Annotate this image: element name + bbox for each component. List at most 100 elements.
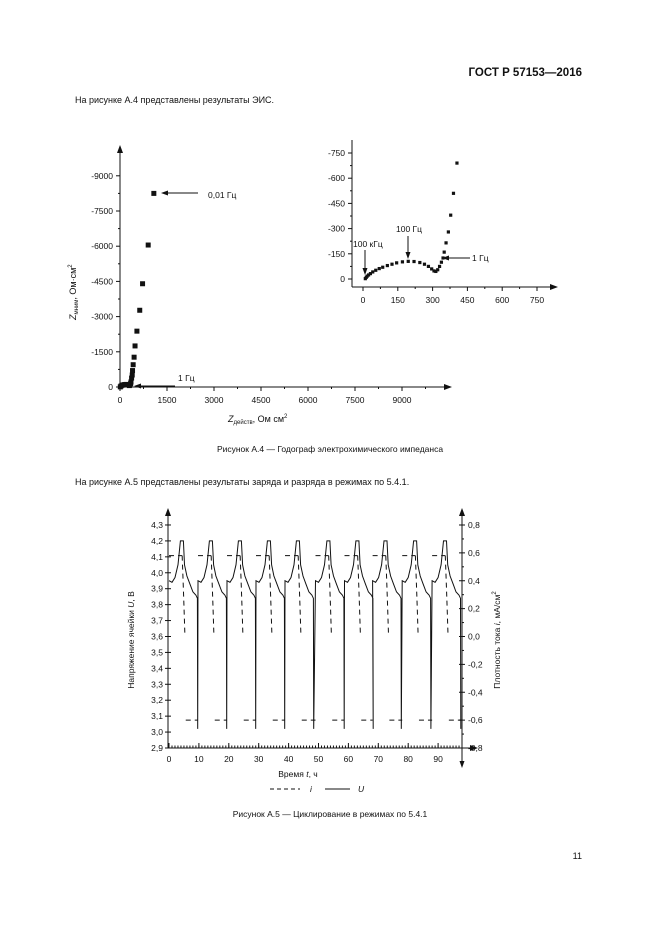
- inset-x-tick-label: 750: [530, 295, 544, 305]
- a5-series-U: [168, 540, 462, 729]
- a5-series-i-taper: [268, 555, 273, 634]
- a4-data-point: [130, 368, 136, 374]
- inset-y-tick-label: -750: [328, 148, 345, 158]
- a4-data-point: [131, 354, 137, 360]
- a4-data-point: [128, 379, 134, 385]
- a5-y-tick-label: 3,5: [151, 647, 163, 657]
- inset-data-point: [426, 264, 431, 268]
- a4-data-point: [134, 328, 140, 334]
- a4-data-point: [132, 343, 138, 349]
- paragraph-a5: На рисунке А.5 представлены результаты з…: [75, 477, 409, 487]
- a5-series-i-taper: [444, 555, 449, 634]
- a4-data-point: [137, 307, 143, 313]
- inset-data-point: [385, 263, 389, 268]
- a5-x-tick-label: 90: [433, 754, 443, 764]
- inset-data-point: [390, 262, 394, 266]
- a5-y2-tick-label: 0,2: [468, 604, 480, 614]
- a5-series-i-taper: [357, 555, 361, 634]
- inset-data-point: [371, 270, 375, 274]
- a4-annotation-arrow-icon: [161, 190, 168, 196]
- a5-series-i-taper: [297, 555, 302, 634]
- inset-data-point: [432, 269, 436, 273]
- inset-data-point: [449, 213, 453, 217]
- inset-data-point: [366, 273, 371, 277]
- inset-data-point: [368, 272, 373, 276]
- legend-i-label: i: [310, 784, 313, 794]
- a4-y-tick-label: -1500: [91, 347, 113, 357]
- a5-x-tick-label: 20: [224, 754, 234, 764]
- a4-data-point: [129, 372, 135, 378]
- a5-y2-down-arrow-icon: [459, 761, 465, 768]
- a4-y-arrow-icon: [117, 145, 123, 153]
- a4-y-tick-label: 0: [108, 382, 113, 392]
- a4-y-tick-label: -4500: [91, 276, 113, 286]
- annotation-100hz: 100 Гц: [396, 224, 422, 234]
- annotation-1hz-inset: 1 Гц: [472, 253, 489, 263]
- inset-data-point: [436, 268, 440, 272]
- a5-y-tick-label: 3,6: [151, 631, 163, 641]
- a5-y-tick-label: 3,7: [151, 616, 163, 626]
- inset-x-tick-label: 300: [426, 295, 440, 305]
- annotation-0-01hz: 0,01 Гц: [208, 190, 237, 200]
- a4-y-tick-label: -3000: [91, 312, 113, 322]
- inset-data-point: [412, 259, 416, 264]
- a5-x-tick-label: 40: [284, 754, 294, 764]
- a5-series-i-taper: [385, 555, 389, 634]
- a4-x-tick-label: 4500: [252, 395, 271, 405]
- inset-data-point: [442, 250, 446, 254]
- inset-data-point: [422, 262, 427, 266]
- a5-ylabel: Напряжение ячейки U, В: [126, 591, 136, 689]
- a4-x-tick-label: 9000: [393, 395, 412, 405]
- a5-y2-tick-label: -0,8: [468, 743, 483, 753]
- a5-y-tick-label: 3,4: [151, 663, 163, 673]
- inset-data-point: [418, 260, 422, 265]
- inset-annotation-arrow-icon: [405, 252, 411, 259]
- inset-x-tick-label: 600: [495, 295, 509, 305]
- inset-data-point: [451, 191, 456, 195]
- inset-x-arrow-icon: [550, 284, 558, 290]
- inset-annotation-arrow-icon: [442, 255, 449, 261]
- a5-y-tick-label: 3,3: [151, 679, 163, 689]
- a5-y2label: Плотность тока i, мА/см2: [492, 591, 502, 689]
- a5-y2-tick-label: -0,4: [468, 687, 483, 697]
- inset-x-tick-label: 0: [361, 295, 366, 305]
- inset-y-tick-label: -300: [328, 224, 345, 234]
- a4-data-point: [140, 281, 146, 287]
- annotation-1hz-main: 1 Гц: [178, 373, 195, 383]
- inset-data-point: [377, 266, 381, 271]
- a5-y2-tick-label: -0,2: [468, 659, 483, 669]
- inset-data-point: [395, 261, 399, 265]
- a5-x-tick-label: 0: [167, 754, 172, 764]
- a5-x-tick-label: 30: [254, 754, 264, 764]
- caption-a4: Рисунок А.4 — Годограф электрохимическог…: [217, 444, 443, 454]
- inset-data-point: [444, 241, 448, 245]
- a5-y-tick-label: 4,3: [151, 520, 163, 530]
- a5-xlabel: Время t, ч: [278, 769, 317, 779]
- a4-ylabel: Zмним, Ом·см2: [68, 264, 80, 321]
- a5-x-tick-label: 60: [344, 754, 354, 764]
- caption-a5: Рисунок А.5 — Циклирование в режимах по …: [233, 809, 428, 819]
- a5-y-tick-label: 4,1: [151, 552, 163, 562]
- a4-data-point: [130, 362, 136, 368]
- a5-y-tick-label: 4,0: [151, 568, 163, 578]
- a4-x-tick-label: 3000: [205, 395, 224, 405]
- inset-data-point: [406, 259, 410, 263]
- a4-data-point: [151, 190, 157, 196]
- a4-annotation-arrow-icon: [134, 383, 141, 389]
- inset-data-point: [381, 265, 385, 269]
- a5-y2-arrow-icon: [459, 508, 465, 516]
- a5-y-arrow-icon: [165, 508, 171, 516]
- a4-xlabel: Zдейств, Ом см2: [227, 414, 288, 426]
- inset-y-tick-label: 0: [340, 274, 345, 284]
- a5-y-tick-label: 3,9: [151, 584, 163, 594]
- a4-data-point: [129, 375, 135, 381]
- a5-y-tick-label: 2,9: [151, 743, 163, 753]
- a5-y2-tick-label: 0,0: [468, 632, 480, 642]
- inset-data-point: [374, 268, 378, 272]
- doc-number: ГОСТ Р 57153—2016: [469, 67, 582, 79]
- a5-series-i-taper: [181, 555, 186, 634]
- inset-data-point: [439, 260, 444, 264]
- a4-data-point: [145, 242, 151, 248]
- inset-data-point: [455, 161, 459, 165]
